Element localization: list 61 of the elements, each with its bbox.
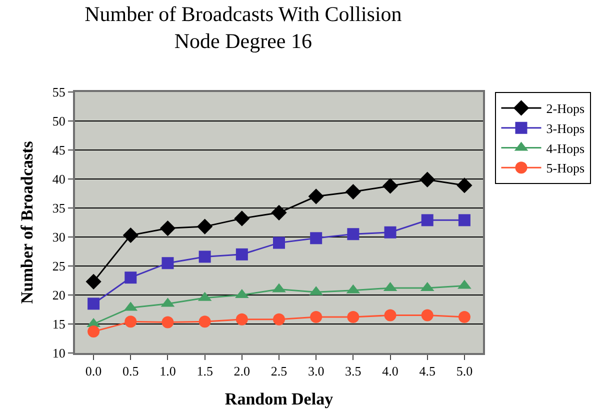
point xyxy=(310,311,322,324)
point xyxy=(124,272,137,284)
x-tick-label: 1.0 xyxy=(160,364,176,379)
y-axis-title: Number of Broadcasts xyxy=(17,140,36,304)
chart-title: Number of Broadcasts With Collision Node Degree 16 xyxy=(84,2,402,54)
y-tick-label: 20 xyxy=(52,288,66,303)
legend-label: 4-Hops xyxy=(546,140,585,156)
point xyxy=(198,316,211,328)
y-tick-label: 50 xyxy=(52,114,66,129)
point xyxy=(160,220,176,236)
y-tick-label: 45 xyxy=(52,142,66,158)
point xyxy=(236,248,248,260)
y-tick-label: 35 xyxy=(52,200,66,216)
point xyxy=(458,311,470,324)
point xyxy=(122,227,138,244)
point xyxy=(273,236,285,249)
x-tick-label: 4.5 xyxy=(419,364,436,379)
x-tick-label: 3.0 xyxy=(308,364,324,379)
x-tick-label: 0.5 xyxy=(122,364,139,379)
point xyxy=(310,232,322,244)
y-tick-label: 15 xyxy=(52,316,66,332)
legend-label: 2-Hops xyxy=(546,101,585,116)
point xyxy=(420,172,436,188)
y-tick-label: 30 xyxy=(52,230,66,245)
point xyxy=(456,178,472,194)
x-tick-label: 3.5 xyxy=(345,364,362,379)
legend-label: 3-Hops xyxy=(546,120,585,136)
point xyxy=(198,250,211,263)
point xyxy=(271,204,287,220)
point xyxy=(382,178,398,194)
point xyxy=(88,298,100,310)
point xyxy=(458,214,470,226)
y-tick-label: 10 xyxy=(52,346,66,361)
point xyxy=(162,257,174,270)
point xyxy=(88,326,100,338)
point xyxy=(234,210,250,226)
point xyxy=(384,309,396,322)
point xyxy=(124,316,137,328)
y-tick-label: 55 xyxy=(52,84,66,100)
x-axis-title: Random Delay xyxy=(224,390,334,408)
x-tick-label: 0.0 xyxy=(85,364,102,379)
y-tick-label: 25 xyxy=(52,258,66,274)
legend-label: 5-Hops xyxy=(546,160,585,176)
point xyxy=(421,214,434,226)
point xyxy=(273,313,285,326)
point xyxy=(86,274,102,290)
point xyxy=(384,226,396,238)
point xyxy=(347,311,360,324)
x-tick-label: 4.0 xyxy=(382,364,398,379)
point xyxy=(347,228,360,240)
point xyxy=(197,218,213,234)
x-tick-label: 5.0 xyxy=(456,364,473,379)
point xyxy=(308,188,324,204)
point xyxy=(345,184,361,200)
x-tick-label: 2.0 xyxy=(234,364,250,379)
point xyxy=(421,309,434,322)
x-tick-label: 1.5 xyxy=(196,364,213,379)
point xyxy=(236,313,248,326)
y-tick-label: 40 xyxy=(52,172,66,187)
point xyxy=(162,316,174,328)
x-tick-label: 2.5 xyxy=(270,364,288,379)
